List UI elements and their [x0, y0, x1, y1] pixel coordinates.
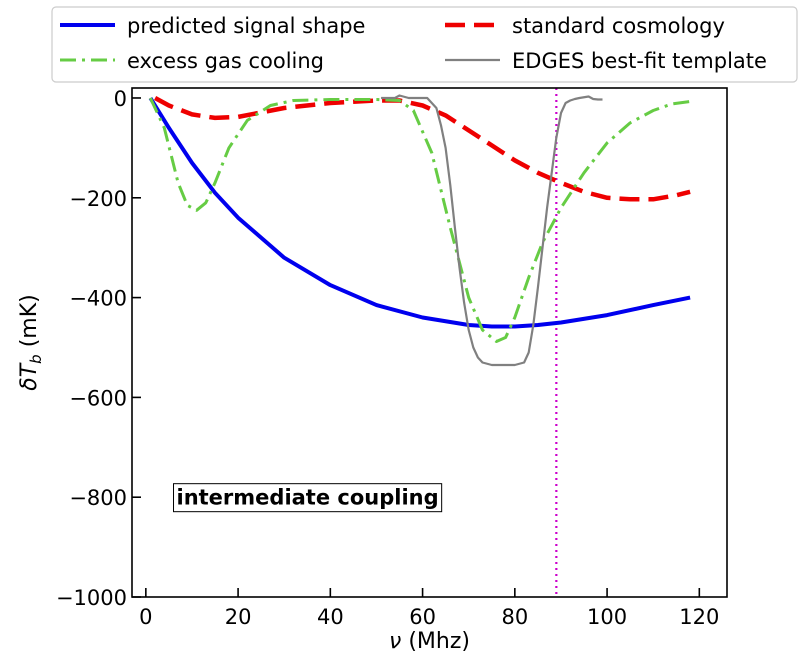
- annotation-text: intermediate coupling: [177, 486, 439, 510]
- axes-layer: 0 20 40 60 80 100 120 0 −200 −400 −600 −800 −1000 ν (…: [17, 87, 728, 654]
- y-tick-label: −400: [69, 287, 127, 311]
- x-tick-label: 120: [679, 605, 719, 629]
- legend-label-4: EDGES best-fit template: [512, 49, 767, 73]
- x-tick-label: 60: [409, 605, 436, 629]
- annotation-box: [173, 483, 443, 513]
- y-tick-label: −800: [69, 486, 127, 510]
- plot-frame: [131, 87, 728, 598]
- x-axis-label: ν (Mhz): [389, 629, 470, 654]
- series-line-4: [381, 94, 603, 367]
- series-line-1: [148, 96, 691, 329]
- y-tick-label: −600: [69, 386, 127, 410]
- x-tick-label: 40: [317, 605, 344, 629]
- series-line-2: [154, 96, 691, 202]
- legend-label-2: standard cosmology: [512, 14, 725, 38]
- x-tick-label: 100: [587, 605, 627, 629]
- y-tick-label: −1000: [56, 586, 127, 610]
- y-tick-label: 0: [114, 87, 127, 111]
- series-layer: [148, 88, 691, 597]
- series-line-3: [149, 97, 691, 343]
- legend-label-1: predicted signal shape: [127, 14, 365, 38]
- x-tick-label: 0: [139, 605, 152, 629]
- y-tick-label: −200: [69, 187, 127, 211]
- y-axis-label: δTb (mK): [17, 294, 45, 390]
- x-tick-label: 20: [225, 605, 252, 629]
- legend-frame: [51, 6, 798, 83]
- x-tick-label: 80: [501, 605, 528, 629]
- legend: predicted signal shape standard cosmology…: [51, 6, 798, 83]
- legend-label-3: excess gas cooling: [127, 49, 324, 73]
